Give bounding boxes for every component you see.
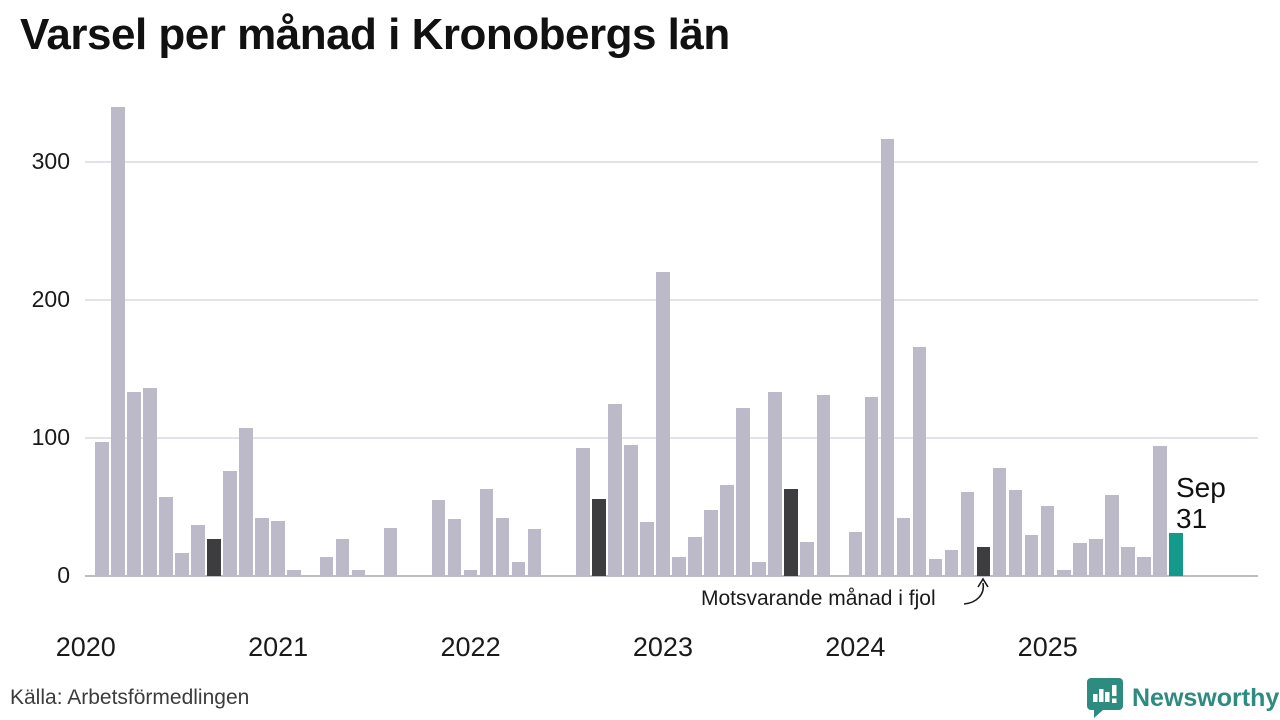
bar-2020-07 bbox=[175, 552, 189, 576]
x-axis-year-2021: 2021 bbox=[248, 632, 309, 662]
bar-2022-05 bbox=[527, 529, 542, 576]
bar-2022-10 bbox=[608, 403, 622, 576]
bar-2024-10 bbox=[992, 468, 1007, 576]
bar-2023-10 bbox=[800, 541, 814, 576]
bar-2020-05 bbox=[143, 388, 157, 576]
page-title: Varsel per månad i Kronobergs län bbox=[20, 10, 730, 59]
bar-2021-12 bbox=[447, 519, 462, 576]
bar-2023-08 bbox=[768, 392, 782, 576]
bar-2024-12 bbox=[1024, 534, 1039, 576]
bar-2023-02 bbox=[672, 556, 686, 576]
gridline-y300 bbox=[85, 161, 1258, 163]
bar-2023-03 bbox=[688, 537, 702, 576]
bar-2024-04 bbox=[896, 518, 911, 576]
bar-2023-06 bbox=[736, 407, 750, 576]
y-axis-tick-200: 200 bbox=[31, 286, 70, 312]
bar-2023-01 bbox=[656, 272, 670, 576]
x-axis-year-2025: 2025 bbox=[1017, 632, 1078, 662]
bar-2020-11 bbox=[239, 428, 253, 576]
bar-2024-06 bbox=[928, 559, 943, 576]
bar-2020-12 bbox=[255, 518, 269, 576]
x-axis-line bbox=[85, 575, 1258, 577]
current-month-name: Sep bbox=[1176, 472, 1226, 503]
bar-2021-06 bbox=[351, 570, 366, 576]
bar-2024-11 bbox=[1008, 490, 1023, 576]
y-axis-tick-0: 0 bbox=[57, 562, 70, 588]
x-axis-year-2022: 2022 bbox=[440, 632, 501, 662]
bar-2022-04 bbox=[511, 562, 526, 576]
bar-2023-09 bbox=[784, 489, 798, 576]
bar-2022-11 bbox=[624, 444, 638, 576]
annotation-last-year-label: Motsvarande månad i fjol bbox=[701, 587, 936, 610]
current-month-value: 31 bbox=[1176, 503, 1208, 534]
x-axis-year-2023: 2023 bbox=[632, 632, 693, 662]
x-axis-year-2024: 2024 bbox=[825, 632, 886, 662]
bar-2025-01 bbox=[1040, 505, 1055, 576]
bar-2024-03 bbox=[880, 138, 895, 576]
bar-2020-09 bbox=[207, 538, 221, 576]
bar-2024-02 bbox=[864, 396, 879, 576]
bar-2021-01 bbox=[271, 520, 285, 576]
bar-2025-07 bbox=[1137, 556, 1151, 576]
bar-2022-12 bbox=[640, 522, 654, 576]
bar-2020-10 bbox=[223, 471, 237, 576]
bar-2021-02 bbox=[287, 570, 301, 576]
bar-2025-03 bbox=[1073, 542, 1087, 576]
bar-2021-08 bbox=[383, 527, 398, 576]
bar-2025-02 bbox=[1057, 570, 1071, 576]
bar-2024-05 bbox=[912, 346, 927, 576]
bar-2021-05 bbox=[335, 538, 350, 576]
bar-2021-11 bbox=[431, 500, 446, 576]
bar-2023-07 bbox=[752, 562, 766, 576]
current-month-value-label: Sep 31 bbox=[1176, 472, 1226, 534]
gridline-y200 bbox=[85, 299, 1258, 301]
newsworthy-wordmark: Newsworthy bbox=[1132, 683, 1280, 712]
bar-2024-01 bbox=[848, 531, 863, 576]
bar-2025-06 bbox=[1121, 547, 1135, 576]
bar-2022-02 bbox=[479, 489, 494, 576]
x-axis-year-2020: 2020 bbox=[55, 632, 116, 662]
bar-2025-04 bbox=[1089, 538, 1103, 576]
bar-2020-04 bbox=[127, 392, 141, 576]
bar-2024-08 bbox=[960, 491, 975, 576]
bar-2023-11 bbox=[816, 395, 831, 576]
bar-2025-08 bbox=[1153, 446, 1167, 576]
bar-2020-08 bbox=[191, 524, 205, 576]
bar-2022-03 bbox=[495, 518, 510, 576]
bar-2023-05 bbox=[720, 484, 734, 576]
bar-2024-09 bbox=[976, 547, 991, 576]
bar-2022-09 bbox=[592, 498, 606, 576]
bar-2024-07 bbox=[944, 549, 959, 576]
newsworthy-logo-icon bbox=[1087, 678, 1123, 718]
bar-2021-04 bbox=[319, 556, 334, 576]
source-caption: Källa: Arbetsförmedlingen bbox=[10, 686, 250, 709]
bar-2020-06 bbox=[159, 497, 173, 576]
bar-2023-04 bbox=[704, 509, 718, 576]
bar-2025-09 bbox=[1169, 533, 1183, 576]
annotation-arrow-icon bbox=[963, 577, 989, 605]
y-axis-tick-300: 300 bbox=[31, 148, 70, 174]
bar-2022-01 bbox=[463, 570, 478, 576]
y-axis-tick-100: 100 bbox=[31, 424, 70, 450]
bar-2025-05 bbox=[1105, 494, 1119, 576]
newsworthy-brand: Newsworthy bbox=[1086, 677, 1279, 718]
bar-2022-08 bbox=[576, 447, 590, 576]
gridline-y100 bbox=[85, 437, 1258, 439]
bar-2020-02 bbox=[95, 442, 109, 576]
bar-2020-03 bbox=[111, 106, 125, 576]
